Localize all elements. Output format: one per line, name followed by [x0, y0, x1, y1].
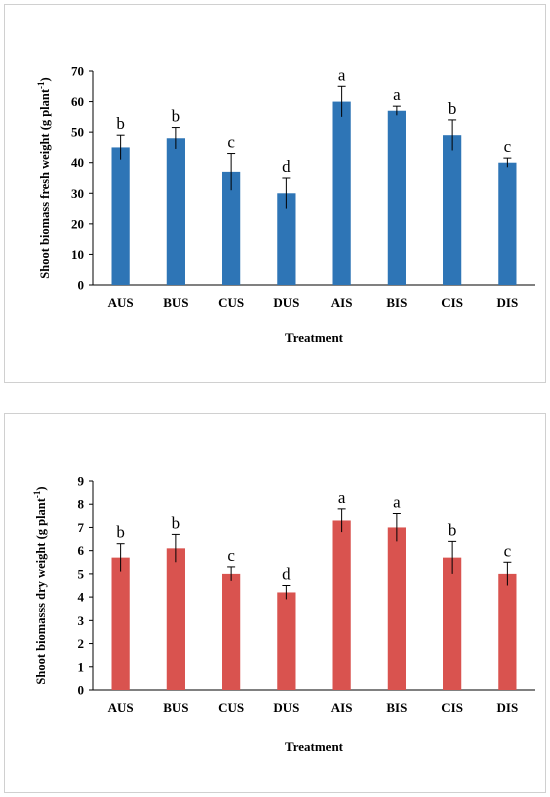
fresh-significance-letter: a: [393, 85, 401, 104]
fresh-bar: [332, 101, 351, 285]
dry-y-tick-label: 5: [78, 566, 85, 581]
dry-y-tick-label: 6: [78, 543, 85, 558]
fresh-category-label: AUS: [108, 295, 134, 310]
fresh-category-label: AIS: [331, 295, 353, 310]
dry-category-label: BIS: [386, 700, 407, 715]
fresh-significance-letter: a: [338, 65, 346, 84]
dry-significance-letter: b: [116, 523, 125, 542]
dry-bar: [111, 557, 130, 690]
dry-bar: [277, 592, 296, 690]
dry-bar: [443, 557, 462, 690]
dry-significance-letter: b: [172, 513, 181, 532]
fresh-category-label: CIS: [441, 295, 463, 310]
dry-significance-letter: a: [338, 488, 346, 507]
fresh-category-label: BUS: [163, 295, 188, 310]
fresh-category-label: DUS: [273, 295, 299, 310]
dry-significance-letter: c: [504, 541, 512, 560]
fresh-significance-letter: b: [172, 107, 181, 126]
fresh-significance-letter: d: [282, 157, 291, 176]
fresh-y-tick-label: 40: [71, 155, 84, 170]
dry-weight-chart: 0 1 2 3 4 5 6 7 8 9 b AUS b BUS c CUS d DUS a AIS a BIS b CIS c D…: [32, 474, 535, 754]
fresh-y-axis-title: Shoot biomass fresh weight (g plant-1): [36, 77, 52, 278]
dry-significance-letter: c: [227, 546, 235, 565]
dry-significance-letter: d: [282, 565, 291, 584]
dry-y-tick-label: 4: [78, 590, 85, 605]
dry-category-label: CIS: [441, 700, 463, 715]
dry-y-tick-label: 0: [78, 683, 85, 698]
dry-bar: [222, 573, 241, 690]
dry-bar: [332, 520, 351, 690]
dry-significance-letter: a: [393, 493, 401, 512]
dry-bar: [498, 573, 517, 690]
dry-y-axis-title: Shoot biomasss dry weight (g plant-1): [32, 486, 48, 684]
dry-y-tick-label: 2: [78, 636, 85, 651]
fresh-significance-letter: c: [227, 133, 235, 152]
dry-category-label: BUS: [163, 700, 188, 715]
dry-significance-letter: b: [448, 520, 457, 539]
dry-y-tick-label: 9: [78, 474, 85, 489]
fresh-bar: [222, 171, 241, 285]
fresh-y-tick-label: 10: [71, 247, 84, 262]
fresh-bar: [111, 147, 130, 285]
fresh-significance-letter: b: [116, 114, 125, 133]
fresh-category-label: DIS: [497, 295, 519, 310]
fresh-bar: [443, 135, 462, 285]
dry-x-axis-title: Treatment: [285, 739, 344, 754]
fresh-weight-chart-panel: 0 10 20 30 40 50 60 70 b AUS b BUS c CUS d DUS a AIS a BIS b…: [4, 4, 546, 383]
fresh-y-tick-label: 30: [71, 186, 84, 201]
dry-category-label: DUS: [273, 700, 299, 715]
dry-bar: [387, 527, 406, 690]
fresh-y-tick-label: 50: [71, 125, 84, 140]
fresh-bar: [277, 193, 296, 285]
fresh-y-tick-label: 60: [71, 94, 84, 109]
fresh-category-label: BIS: [386, 295, 407, 310]
fresh-category-label: CUS: [218, 295, 244, 310]
fresh-y-tick-label: 0: [78, 278, 85, 293]
fresh-bar: [387, 110, 406, 285]
fresh-significance-letter: b: [448, 99, 457, 118]
fresh-y-tick-label: 70: [71, 64, 84, 79]
dry-category-label: AIS: [331, 700, 353, 715]
dry-y-tick-label: 1: [78, 659, 85, 674]
fresh-significance-letter: c: [504, 137, 512, 156]
dry-bar: [166, 548, 185, 690]
fresh-weight-chart: 0 10 20 30 40 50 60 70 b AUS b BUS c CUS d DUS a AIS a BIS b…: [36, 64, 535, 345]
fresh-y-tick-label: 20: [71, 216, 84, 231]
dry-category-label: CUS: [218, 700, 244, 715]
dry-weight-chart-panel: 0 1 2 3 4 5 6 7 8 9 b AUS b BUS c CUS d DUS a AIS a BIS b CIS c D…: [4, 413, 546, 793]
dry-y-tick-label: 7: [78, 520, 85, 535]
dry-y-tick-label: 8: [78, 497, 85, 512]
fresh-bar: [498, 162, 517, 285]
fresh-bar: [166, 138, 185, 285]
dry-category-label: AUS: [108, 700, 134, 715]
dry-y-tick-label: 3: [78, 613, 85, 628]
dry-category-label: DIS: [497, 700, 519, 715]
fresh-x-axis-title: Treatment: [285, 330, 344, 345]
